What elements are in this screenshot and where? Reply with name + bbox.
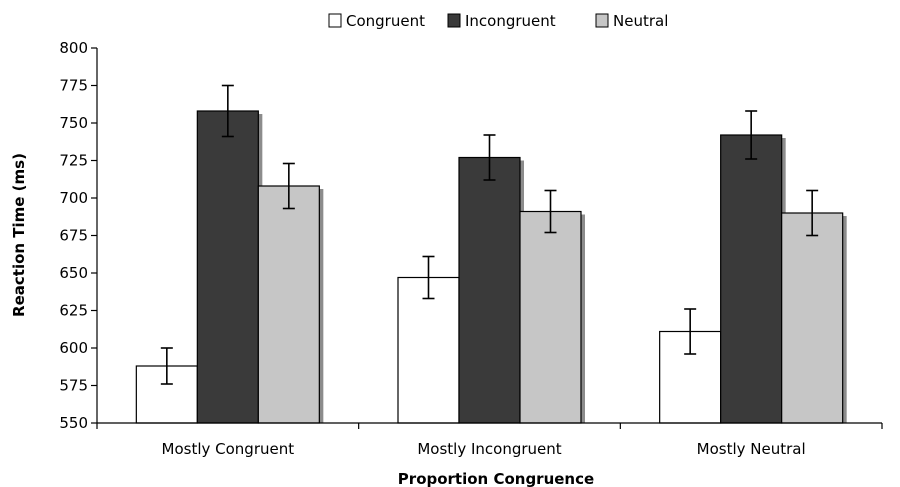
x-tick-label: Mostly Incongruent — [417, 440, 561, 458]
y-tick-label: 675 — [59, 227, 88, 245]
x-axis: Mostly Congruent Mostly Incongruent Mostly… — [96, 422, 883, 458]
bar-incongruent — [458, 156, 521, 424]
bar-neutral — [257, 185, 320, 424]
y-tick-label: 625 — [59, 302, 88, 320]
legend-swatch — [328, 13, 342, 28]
bar-congruent — [397, 276, 460, 424]
y-tick-label: 750 — [59, 114, 88, 132]
legend-swatch — [447, 13, 461, 28]
bar-neutral — [781, 212, 844, 424]
bar-incongruent — [720, 134, 783, 424]
y-tick-label: 775 — [59, 77, 88, 95]
y-tick-label: 650 — [59, 264, 88, 282]
y-tick-label: 600 — [59, 339, 88, 357]
y-tick-label: 575 — [59, 377, 88, 395]
x-tick-label: Mostly Congruent — [162, 440, 295, 458]
y-tick-label: 800 — [59, 39, 88, 57]
y-tick-label: 700 — [59, 189, 88, 207]
y-tick-label: 725 — [59, 152, 88, 170]
legend-label: Neutral — [613, 12, 668, 30]
y-axis: 550 575 600 625 650 675 700 725 750 775 800 — [59, 39, 98, 432]
legend-label: Congruent — [346, 12, 425, 30]
legend-label: Incongruent — [465, 12, 556, 30]
legend-swatch — [595, 13, 609, 28]
y-axis-title: Reaction Time (ms) — [10, 153, 28, 317]
bar-neutral — [519, 210, 582, 424]
bars — [135, 84, 847, 424]
x-axis-title: Proportion Congruence — [398, 470, 594, 487]
x-tick-label: Mostly Neutral — [697, 440, 806, 458]
y-tick-label: 550 — [59, 414, 88, 432]
bar-incongruent — [196, 110, 259, 424]
legend: Congruent Incongruent Neutral — [328, 12, 668, 30]
